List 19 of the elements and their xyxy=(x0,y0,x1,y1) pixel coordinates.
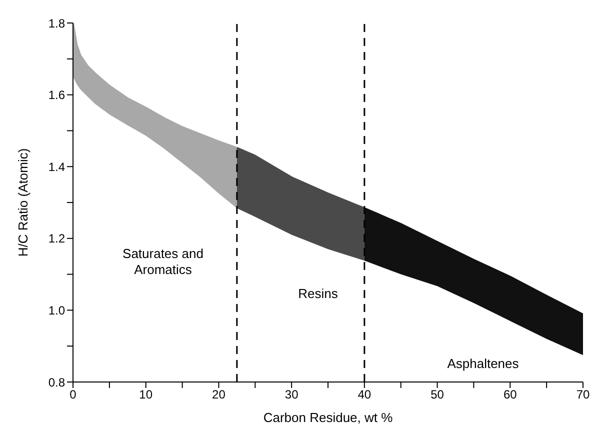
y-tick-label: 1.2 xyxy=(48,232,66,246)
text: 1.0 xyxy=(48,303,65,318)
x-tick-label: 50 xyxy=(430,388,444,402)
y-axis-title: H/C Ratio (Atomic) xyxy=(16,148,31,257)
y-tick-label: 1.4 xyxy=(48,160,66,174)
x-tick-label: 0 xyxy=(70,388,77,402)
x-tick-label: 10 xyxy=(139,388,153,402)
y-tick-label: 1.8 xyxy=(48,16,66,30)
annotation: Saturates and Aromatics xyxy=(122,246,204,278)
y-tick-label: 0.8 xyxy=(48,375,66,390)
y-tick-label: 1.6 xyxy=(48,88,66,102)
x-tick-label: 60 xyxy=(503,388,518,402)
x-tick-label: 30 xyxy=(284,388,299,402)
x-tick-label: 20 xyxy=(212,388,226,402)
annotation: Asphaltenes xyxy=(447,356,519,372)
x-tick-label: 70 xyxy=(576,388,590,402)
annotation: Resins xyxy=(298,286,338,302)
x-tick-label: 40 xyxy=(358,388,372,402)
x-axis-title: Carbon Residue, wt % xyxy=(263,410,394,425)
